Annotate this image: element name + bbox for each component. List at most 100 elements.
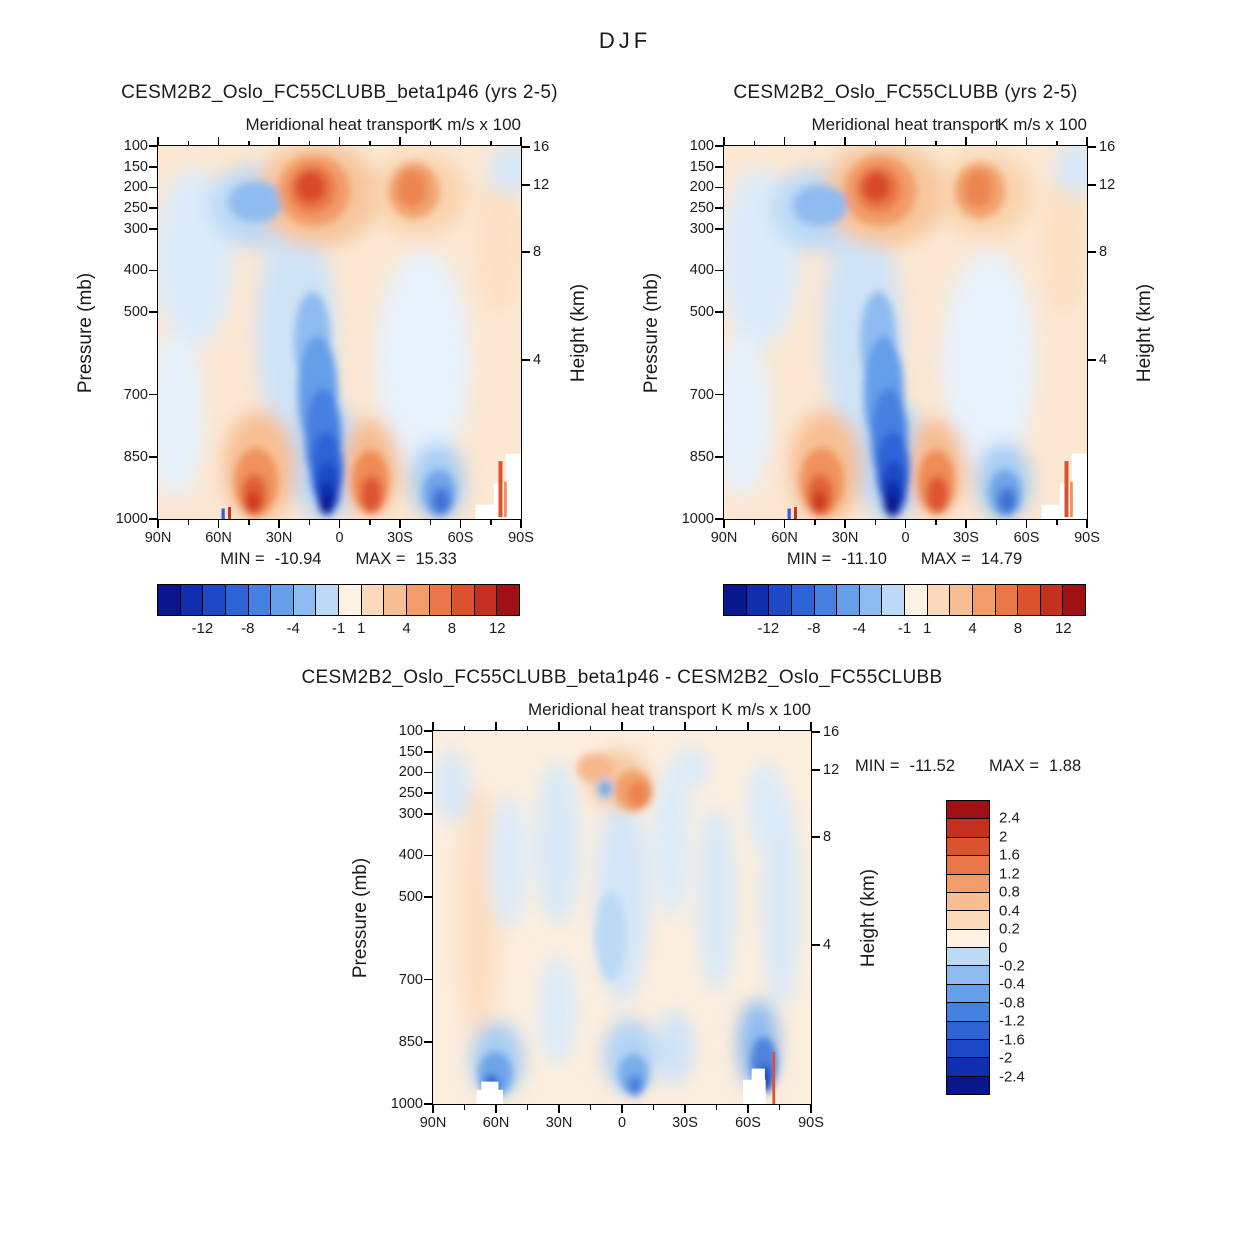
- height-tick-label: 4: [533, 351, 542, 368]
- pressure-axis-label: Pressure (mb): [641, 272, 662, 393]
- pressure-tick-mark: [424, 1041, 433, 1043]
- colorbar-box: [247, 585, 271, 615]
- pressure-tick-label: 100: [123, 138, 148, 154]
- colorbar-tick-label: 1: [923, 620, 932, 637]
- panel-subtitle: Meridional heat transport: [527, 700, 717, 719]
- latitude-tick-label: 30S: [953, 530, 979, 546]
- latitude-tick-mark: [684, 1104, 686, 1113]
- latitude-tick-mark: [652, 725, 655, 731]
- panel-beta1p46: CESM2B2_Oslo_FC55CLUBB_beta1p46 (yrs 2-5…: [75, 82, 589, 546]
- pressure-tick-label: 200: [398, 764, 423, 781]
- latitude-tick-label: 30N: [545, 1115, 573, 1131]
- latitude-tick-label: 30N: [265, 530, 293, 546]
- latitude-tick-mark: [520, 519, 522, 528]
- latitude-tick-mark: [308, 519, 310, 525]
- latitude-tick-mark: [1056, 140, 1058, 146]
- colorbar-tick-label: -1: [897, 620, 912, 637]
- latitude-tick-mark: [157, 137, 159, 146]
- max-label: MAX =: [989, 757, 1040, 775]
- colorbar-box: [858, 585, 882, 615]
- panel-units-label: K m/s x 100: [721, 700, 811, 719]
- latitude-tick-mark: [965, 137, 967, 146]
- colorbar-box: [949, 585, 972, 615]
- height-tick-mark: [1087, 359, 1096, 361]
- latitude-tick-mark: [520, 137, 522, 146]
- latitude-tick-mark: [526, 725, 529, 731]
- colorbar-box: [947, 1020, 989, 1039]
- latitude-tick-label: 30S: [672, 1115, 698, 1131]
- pressure-tick-label: 100: [689, 138, 714, 154]
- latitude-tick-mark: [715, 725, 718, 731]
- colorbar-box: [338, 585, 361, 615]
- latitude-tick-mark: [935, 519, 937, 525]
- height-axis-label: Height (km): [568, 283, 589, 382]
- latitude-tick-label: 0: [617, 1115, 627, 1131]
- latitude-tick-label: 90N: [419, 1115, 447, 1131]
- colorbar-box: [971, 585, 995, 615]
- colorbar-tick-label: -0.2: [999, 957, 1025, 975]
- colorbar-tick-label: 8: [1013, 620, 1023, 637]
- colorbar-tick-label: 1.2: [999, 865, 1020, 883]
- pressure-tick-label: 150: [398, 743, 423, 760]
- contour-field: [433, 731, 811, 1104]
- pressure-tick-label: 500: [398, 888, 423, 905]
- latitude-tick-mark: [1086, 137, 1088, 146]
- pressure-tick-mark: [715, 269, 724, 272]
- min-max-stats: MIN = -11.52 MAX = 1.88: [855, 757, 1081, 776]
- latitude-tick-mark: [753, 519, 755, 525]
- latitude-tick-mark: [652, 1104, 655, 1110]
- latitude-tick-mark: [814, 519, 816, 525]
- pressure-tick-mark: [424, 771, 433, 774]
- pressure-tick-label: 850: [398, 1033, 423, 1050]
- colorbar-box: [947, 1057, 989, 1076]
- colorbar-box: [947, 836, 989, 856]
- pressure-tick-mark: [424, 978, 433, 981]
- height-tick-mark: [521, 251, 530, 253]
- latitude-tick-label: 60N: [771, 530, 798, 546]
- pressure-tick-label: 250: [398, 785, 423, 802]
- max-value: 1.88: [1049, 757, 1082, 775]
- pressure-tick-label: 850: [689, 448, 714, 465]
- latitude-tick-label: 0: [901, 530, 910, 546]
- colorbar-box: [292, 585, 316, 615]
- colorbar-box: [224, 585, 248, 615]
- height-tick-mark: [811, 944, 820, 946]
- panel-control: CESM2B2_Oslo_FC55CLUBB (yrs 2-5) Meridio…: [641, 82, 1155, 546]
- latitude-tick-mark: [459, 519, 462, 528]
- latitude-tick-mark: [783, 519, 786, 528]
- colorbar-box: [790, 585, 814, 615]
- latitude-tick-mark: [490, 140, 492, 146]
- colorbar-tick-label: 12: [1054, 620, 1072, 637]
- colorbar-box: [383, 585, 406, 615]
- colorbar-tick-label: 12: [488, 620, 506, 637]
- latitude-tick-mark: [995, 519, 997, 525]
- height-tick-mark: [521, 146, 530, 149]
- latitude-tick-mark: [558, 1104, 560, 1113]
- latitude-tick-mark: [684, 722, 686, 731]
- panel-difference: CESM2B2_Oslo_FC55CLUBB_beta1p46 - CESM2B…: [302, 667, 943, 1131]
- pressure-tick-label: 400: [123, 262, 148, 279]
- pressure-tick-mark: [715, 228, 724, 230]
- latitude-tick-label: 60S: [447, 530, 474, 546]
- contour-field: [158, 146, 521, 519]
- pressure-tick-label: 400: [398, 847, 423, 864]
- colorbar-box: [724, 585, 746, 615]
- latitude-tick-mark: [723, 519, 725, 528]
- pressure-tick-label: 700: [689, 386, 714, 403]
- colorbar-box: [947, 947, 989, 966]
- colorbar-box: [451, 585, 474, 615]
- colorbar-box: [179, 585, 203, 615]
- height-tick-mark: [521, 184, 530, 186]
- pressure-tick-mark: [424, 1103, 433, 1105]
- panel-units-label: K m/s x 100: [431, 115, 521, 134]
- colorbar-box: [947, 983, 989, 1003]
- pressure-tick-mark: [715, 310, 724, 313]
- latitude-tick-mark: [995, 140, 997, 146]
- colorbar-tick-label: 1.6: [999, 846, 1020, 864]
- colorbar-box: [947, 801, 989, 819]
- latitude-tick-mark: [429, 519, 431, 525]
- latitude-tick-label: 90S: [1074, 530, 1100, 546]
- latitude-tick-mark: [432, 722, 434, 731]
- colorbar-tick-label: -1.2: [999, 1012, 1025, 1030]
- pressure-tick-label: 300: [398, 805, 423, 822]
